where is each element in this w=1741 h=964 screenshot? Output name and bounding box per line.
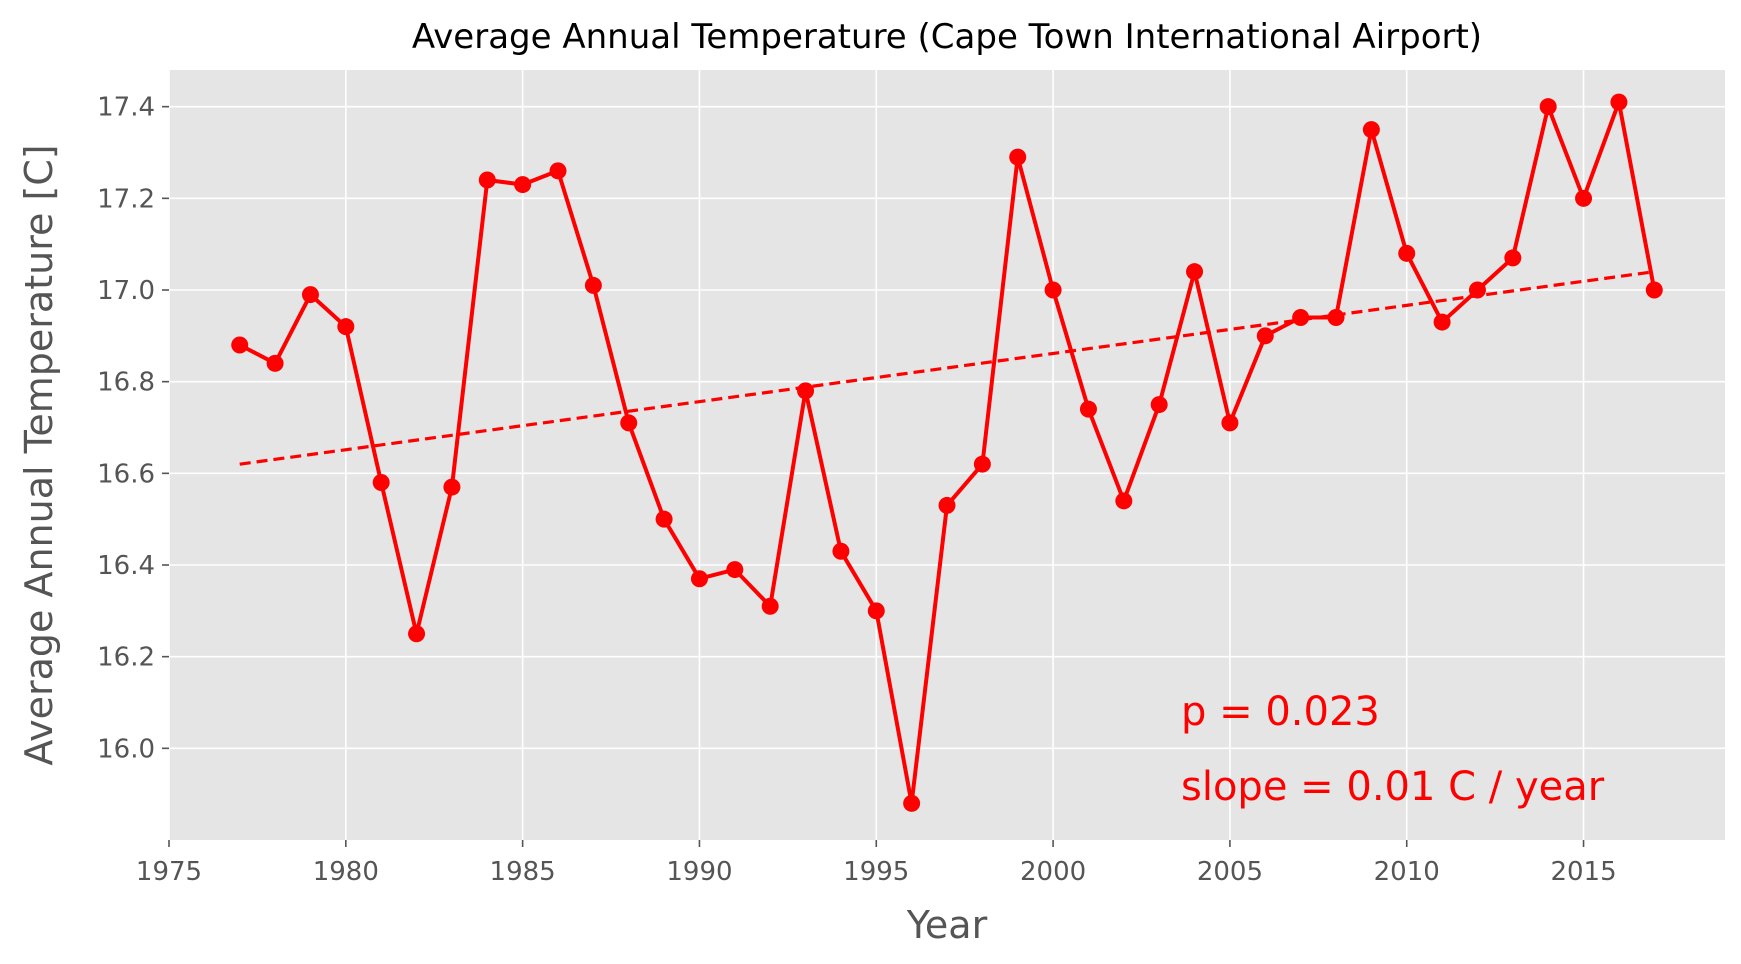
- y-tick-label: 17.4: [97, 93, 155, 123]
- data-point: [408, 625, 426, 643]
- y-tick-label: 16.4: [97, 551, 155, 581]
- plot-area: [169, 70, 1725, 840]
- grid: [168, 70, 1725, 840]
- data-point: [584, 276, 602, 294]
- y-tick-label: 16.8: [97, 368, 155, 398]
- x-axis-label: Year: [906, 903, 988, 947]
- x-tick-label: 2015: [1550, 857, 1616, 887]
- data-point: [1398, 244, 1416, 262]
- data-point: [1504, 249, 1522, 267]
- data-point: [620, 414, 638, 432]
- data-point: [1115, 492, 1133, 510]
- data-point: [1610, 93, 1628, 111]
- data-point: [797, 382, 815, 400]
- x-tick-label: 1975: [136, 857, 202, 887]
- data-point: [903, 794, 921, 812]
- data-point: [867, 602, 885, 620]
- data-point: [443, 478, 461, 496]
- tick-labels: 1975 1980 1985 1990 1995 2000 2005 2010 2015 16.0…: [97, 93, 1617, 887]
- data-point: [1256, 327, 1274, 345]
- data-point: [1221, 414, 1239, 432]
- data-point: [938, 496, 956, 514]
- data-point: [1539, 98, 1557, 116]
- data-point: [1292, 309, 1310, 326]
- x-tick-label: 1990: [666, 857, 732, 887]
- data-point: [372, 474, 390, 491]
- x-tick-label: 2000: [1020, 857, 1086, 887]
- data-series-layer: [231, 93, 1663, 812]
- x-tick-label: 1980: [313, 857, 379, 887]
- x-tick-label: 1985: [490, 857, 556, 887]
- y-tick-label: 17.2: [97, 184, 155, 214]
- data-point: [832, 542, 850, 560]
- data-point: [266, 354, 284, 372]
- data-point: [973, 455, 991, 473]
- data-point: [478, 171, 496, 189]
- data-point: [1468, 281, 1486, 299]
- y-axis-label: Average Annual Temperature [C]: [17, 144, 61, 765]
- x-tick-label: 1995: [843, 857, 909, 887]
- x-tick-label: 2010: [1374, 857, 1440, 887]
- x-tick-label: 2005: [1197, 857, 1263, 887]
- p-value-annotation: p = 0.023: [1181, 689, 1380, 735]
- chart-title: Average Annual Temperature (Cape Town In…: [412, 17, 1482, 57]
- data-point: [1009, 148, 1027, 166]
- data-point: [1575, 189, 1593, 207]
- data-point: [1079, 400, 1097, 418]
- data-point: [1327, 309, 1345, 326]
- data-point: [1433, 313, 1451, 331]
- slope-annotation: slope = 0.01 C / year: [1181, 764, 1605, 810]
- y-tick-label: 16.2: [97, 643, 155, 673]
- data-point: [1044, 281, 1062, 299]
- y-tick-label: 16.0: [97, 734, 155, 764]
- data-point: [231, 336, 249, 354]
- data-point: [1186, 263, 1204, 281]
- y-tick-label: 16.6: [97, 459, 155, 489]
- data-point: [301, 286, 319, 304]
- data-point: [1645, 281, 1663, 299]
- data-point: [655, 510, 673, 528]
- data-point: [690, 570, 708, 588]
- data-point: [761, 597, 779, 615]
- data-point: [337, 318, 355, 336]
- data-point: [1362, 121, 1380, 139]
- data-point: [514, 176, 532, 194]
- data-point: [726, 561, 744, 579]
- data-point: [549, 162, 567, 180]
- data-point: [1150, 396, 1168, 414]
- y-tick-label: 17.0: [97, 276, 155, 306]
